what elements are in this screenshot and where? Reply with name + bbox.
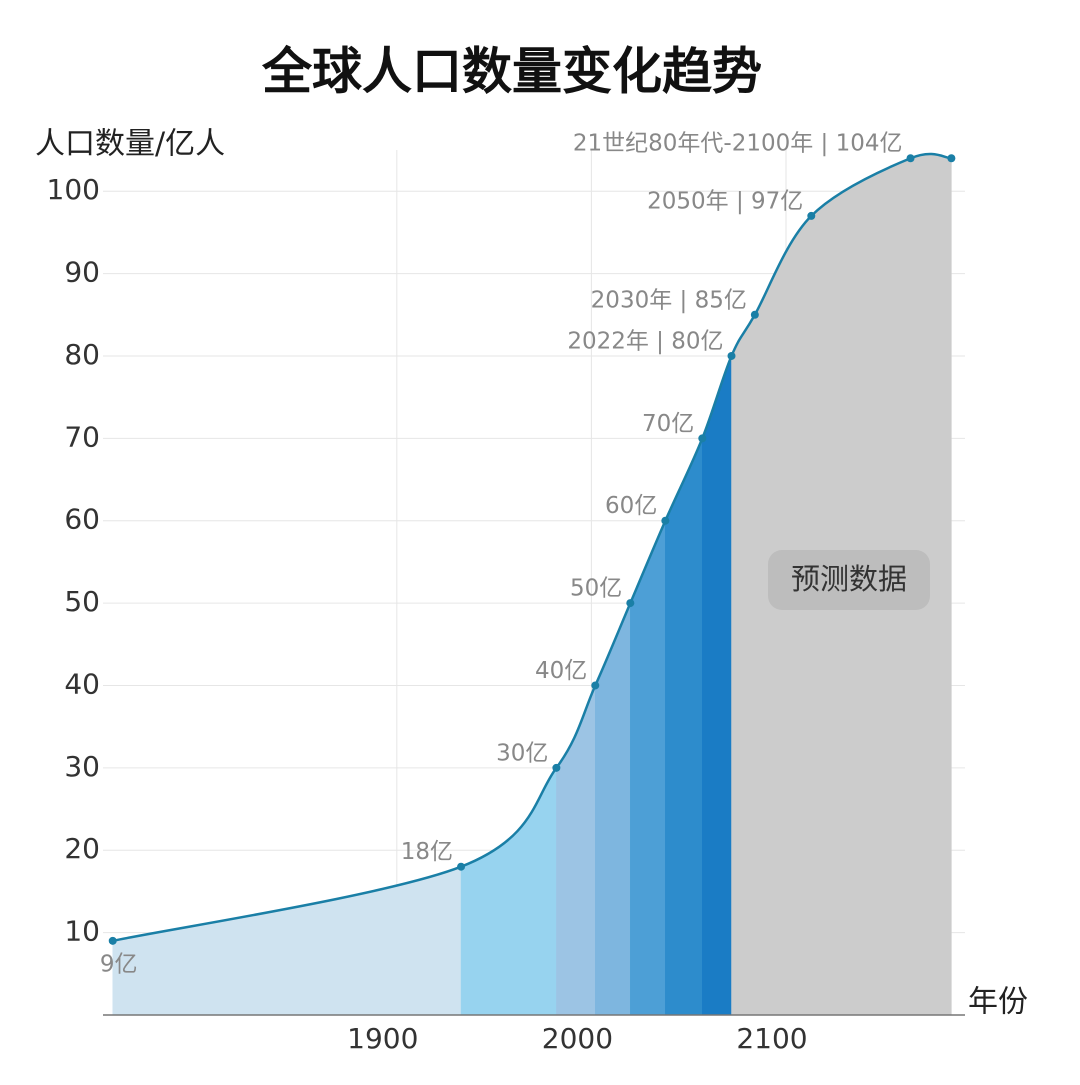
chart-title: 全球人口数量变化趋势 bbox=[261, 43, 762, 101]
data-label: 40亿 bbox=[535, 658, 587, 684]
area-segment bbox=[112, 866, 462, 1016]
annotation-box bbox=[768, 550, 930, 610]
data-label: 18亿 bbox=[401, 839, 453, 865]
y-tick-label: 90 bbox=[64, 256, 100, 289]
point bbox=[457, 862, 466, 871]
data-label: 30亿 bbox=[496, 740, 548, 766]
annotation: 预测数据 bbox=[791, 562, 907, 596]
area-segment bbox=[460, 767, 557, 1016]
data-label: 21世纪80年代-2100年 | 104亿 bbox=[573, 131, 903, 157]
area-segment bbox=[665, 438, 703, 1016]
point bbox=[591, 681, 600, 690]
x-tick-label: 2100 bbox=[736, 1022, 807, 1055]
point bbox=[698, 434, 707, 443]
x-tick-label: 1900 bbox=[347, 1022, 418, 1055]
data-label: 60亿 bbox=[605, 493, 657, 519]
area-segment bbox=[754, 215, 812, 1016]
data-label: 2030年 | 85亿 bbox=[591, 287, 747, 313]
area-segment bbox=[731, 313, 756, 1016]
point bbox=[661, 516, 670, 525]
area-segment bbox=[630, 520, 666, 1016]
y-tick-label: 70 bbox=[64, 420, 100, 453]
y-tick-label: 50 bbox=[64, 585, 100, 618]
area-segment bbox=[595, 602, 631, 1016]
foreground: 10 20 30 40 50 60 70 80 90 100 1900 2000 2100 9亿 18亿 30… bbox=[47, 131, 956, 1055]
y-tick-label: 100 bbox=[47, 173, 100, 206]
data-label: 70亿 bbox=[642, 411, 694, 437]
data-label: 9亿 bbox=[100, 951, 138, 977]
data-label: 50亿 bbox=[570, 576, 622, 602]
point bbox=[108, 936, 117, 945]
x-axis-label: 年份 bbox=[968, 985, 1028, 1020]
area-segment bbox=[702, 355, 732, 1016]
point bbox=[727, 351, 736, 360]
data-label: 2022年 | 80亿 bbox=[567, 328, 723, 354]
y-tick-label: 20 bbox=[64, 832, 100, 865]
y-tick-label: 60 bbox=[64, 503, 100, 536]
x-tick-label: 2000 bbox=[542, 1022, 613, 1055]
point bbox=[552, 763, 561, 772]
point bbox=[906, 154, 915, 163]
point bbox=[626, 599, 635, 608]
data-label: 2050年 | 97亿 bbox=[647, 188, 803, 214]
y-tick-label: 10 bbox=[64, 915, 100, 948]
y-tick-label: 40 bbox=[64, 667, 100, 700]
y-tick-label: 80 bbox=[64, 338, 100, 371]
point bbox=[947, 154, 956, 163]
y-tick-label: 30 bbox=[64, 750, 100, 783]
point bbox=[807, 211, 816, 220]
point bbox=[750, 310, 759, 319]
y-axis-label: 人口数量/亿人 bbox=[35, 127, 225, 162]
